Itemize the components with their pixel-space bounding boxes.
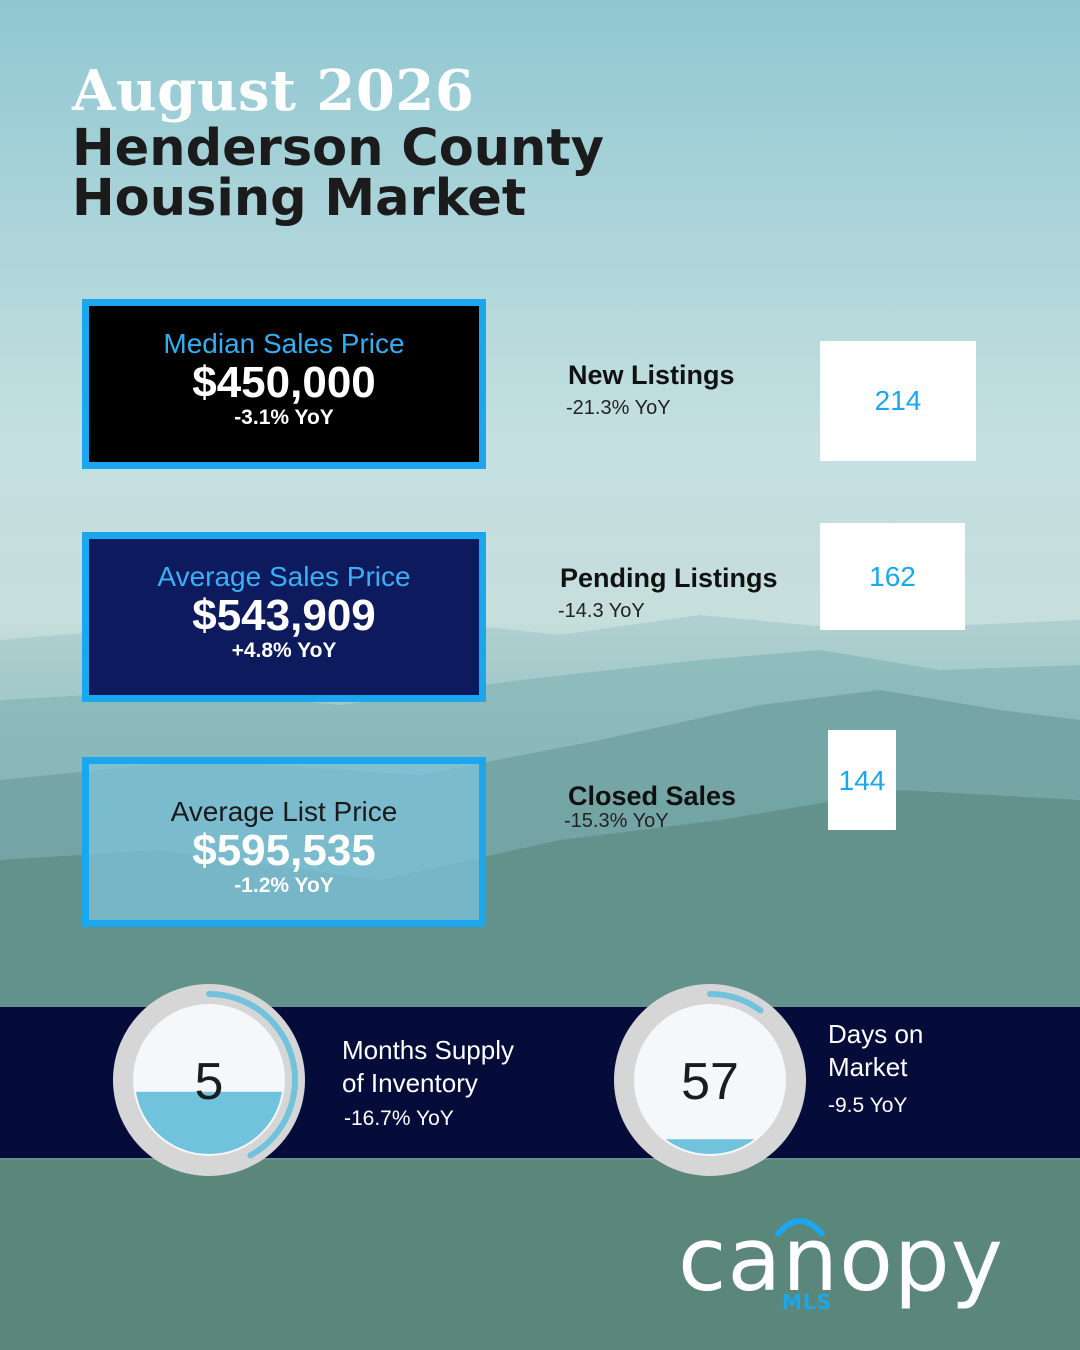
logo-subtext: MLS (782, 1290, 833, 1314)
average-sales-price-label: Average Sales Price (157, 561, 411, 592)
average-list-price-value: $595,535 (192, 826, 376, 875)
average-sales-price-value: $543,909 (192, 591, 376, 640)
report-title-line1: Henderson County (72, 119, 604, 178)
months-supply-label-line1: Months Supply (342, 1035, 514, 1065)
closed-sales-change: -15.3% YoY (564, 810, 669, 832)
median-sales-price-card: Median Sales Price $450,000 -3.1% YoY (82, 299, 486, 469)
median-sales-price-change: -3.1% YoY (234, 406, 334, 429)
months-supply-gauge: 5 (109, 980, 309, 1180)
pending-listings-label: Pending Listings (560, 563, 778, 593)
pending-listings-value: 162 (820, 523, 965, 630)
months-supply-label-line2: of Inventory (342, 1068, 478, 1098)
pending-listings-change: -14.3 YoY (558, 600, 645, 622)
closed-sales-label: Closed Sales (568, 781, 737, 811)
closed-sales-value: 144 (828, 730, 896, 830)
average-sales-price-change: +4.8% YoY (231, 639, 337, 662)
average-sales-price-card: Average Sales Price $543,909 +4.8% YoY (82, 532, 486, 702)
report-title: Henderson County Housing Market (72, 119, 604, 228)
report-title-line2: Housing Market (72, 169, 527, 228)
months-supply-label: Months Supply of Inventory (342, 1034, 514, 1100)
average-list-price-card: Average List Price $595,535 -1.2% YoY (82, 757, 486, 927)
days-on-market-label: Days on Market (828, 1018, 923, 1084)
report-month-title: August 2026 (72, 58, 475, 124)
days-on-market-change: -9.5 YoY (828, 1094, 908, 1117)
logo-wordmark: canopy (678, 1208, 1004, 1311)
days-on-market-label-line1: Days on (828, 1019, 924, 1049)
new-listings-label: New Listings (568, 360, 735, 390)
days-on-market-value: 57 (681, 1053, 739, 1111)
days-on-market-gauge: 57 (610, 980, 810, 1180)
months-supply-value: 5 (194, 1053, 224, 1111)
days-on-market-label-line2: Market (828, 1052, 908, 1082)
canopy-mls-logo: canopy MLS (678, 1212, 1003, 1317)
average-list-price-label: Average List Price (170, 796, 398, 827)
new-listings-value: 214 (820, 341, 976, 461)
roof-arch-icon (775, 1218, 825, 1236)
new-listings-change: -21.3% YoY (566, 397, 671, 419)
median-sales-price-value: $450,000 (192, 358, 376, 407)
median-sales-price-label: Median Sales Price (163, 328, 405, 359)
average-list-price-change: -1.2% YoY (234, 874, 334, 897)
months-supply-change: -16.7% YoY (344, 1107, 454, 1130)
